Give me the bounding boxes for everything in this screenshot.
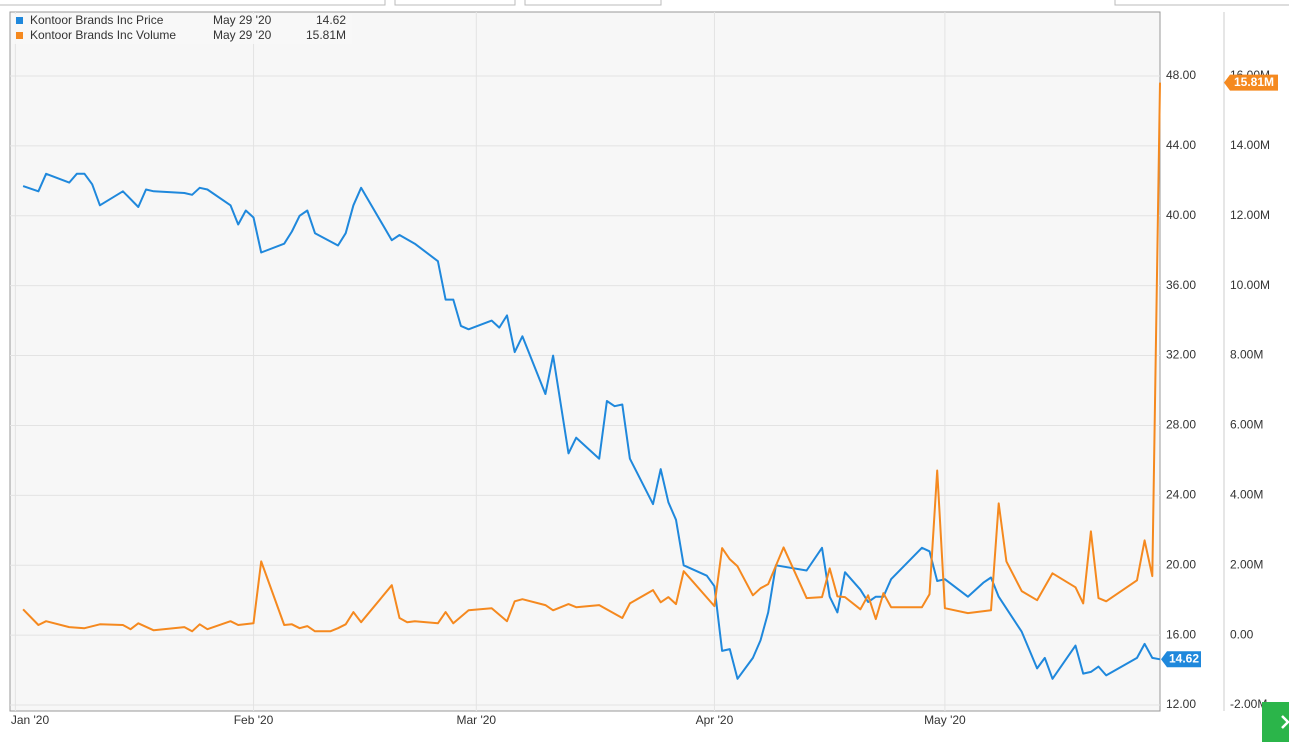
grid xyxy=(10,12,1160,711)
x-tick-label: Mar '20 xyxy=(456,713,496,727)
x-tick-label: Apr '20 xyxy=(696,713,734,727)
plot-area xyxy=(9,11,1161,712)
y2-tick-label: 14.00M xyxy=(1230,138,1270,152)
legend-date: May 29 '20 xyxy=(213,28,272,42)
y2-tick-label: 6.00M xyxy=(1230,418,1263,432)
toolbar-button xyxy=(394,0,516,6)
toolbar-group xyxy=(1114,0,1289,6)
last-value-label: 14.62 xyxy=(1169,651,1199,665)
legend-value: 14.62 xyxy=(316,13,346,27)
lines xyxy=(22,82,1161,680)
legend-box xyxy=(12,14,352,44)
axes: 12.00 16.00 20.00 24.00 28.00 32.00 36.00 40.00… xyxy=(11,12,1278,727)
legend-value: 15.81M xyxy=(306,28,346,42)
legend: Kontoor Brands Inc Price May 29 '20 14.62 K… xyxy=(16,13,346,42)
y-tick-label: 16.00 xyxy=(1166,627,1196,641)
y-tick-label: 44.00 xyxy=(1166,138,1196,152)
green-button[interactable] xyxy=(1262,702,1289,742)
last-value-label: 15.81M xyxy=(1234,75,1274,89)
y-tick-label: 24.00 xyxy=(1166,488,1196,502)
x-tick-label: May '20 xyxy=(924,713,966,727)
y2-tick-label: 12.00M xyxy=(1230,208,1270,222)
toolbar xyxy=(0,0,1289,6)
button-arrow xyxy=(1281,715,1289,729)
y-tick-label: 48.00 xyxy=(1166,68,1196,82)
series-line xyxy=(22,172,1161,680)
y2-tick-label: 10.00M xyxy=(1230,278,1270,292)
y-tick-label: 20.00 xyxy=(1166,557,1196,571)
y-tick-label: 12.00 xyxy=(1166,697,1196,711)
legend-date: May 29 '20 xyxy=(213,13,272,27)
x-tick-label: Feb '20 xyxy=(234,713,274,727)
legend-swatch xyxy=(16,17,23,24)
y2-tick-label: 2.00M xyxy=(1230,557,1263,571)
y-tick-label: 32.00 xyxy=(1166,348,1196,362)
y2-tick-label: -2.00M xyxy=(1230,697,1267,711)
series-line xyxy=(22,82,1161,633)
toolbar-button xyxy=(524,0,662,6)
toolbar-group xyxy=(0,0,386,6)
y-tick-label: 36.00 xyxy=(1166,278,1196,292)
last-value-tag xyxy=(1224,74,1278,91)
legend-label: Kontoor Brands Inc Price xyxy=(30,13,164,27)
y-tick-label: 40.00 xyxy=(1166,208,1196,222)
legend-swatch xyxy=(16,32,23,39)
y2-tick-label: 0.00 xyxy=(1230,627,1254,641)
x-tick-label: Jan '20 xyxy=(11,713,50,727)
y2-tick-label: 8.00M xyxy=(1230,348,1263,362)
last-value-tag xyxy=(1161,651,1201,668)
legend-label: Kontoor Brands Inc Volume xyxy=(30,28,176,42)
y-tick-label: 28.00 xyxy=(1166,418,1196,432)
y2-tick-label: 4.00M xyxy=(1230,488,1263,502)
